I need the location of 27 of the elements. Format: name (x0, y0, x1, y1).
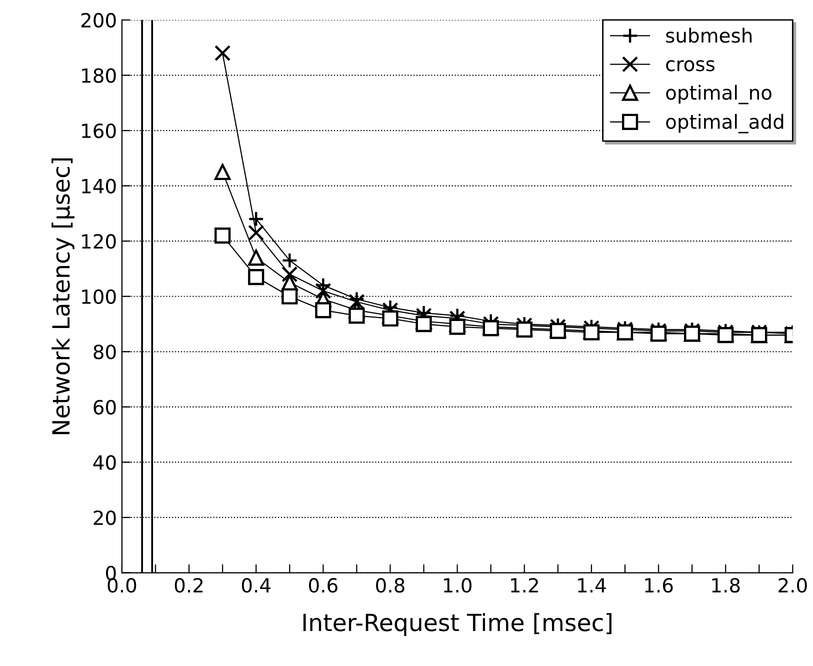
x-tick-label: 1.4 (578, 578, 606, 592)
y-tick-label: 100 (82, 289, 116, 304)
y-tick-label: 20 (94, 510, 116, 526)
x-tick-label: 1.8 (712, 578, 740, 593)
y-tick-label: 160 (82, 123, 116, 138)
x-tick-label: 0.8 (376, 578, 404, 593)
y-tick-label: 120 (82, 234, 116, 249)
y-axis-title: Network Latency [μsec] (52, 158, 74, 434)
x-tick-label: 1.2 (511, 578, 538, 592)
legend-label: optimal_add (666, 114, 784, 134)
x-tick-label: 0.6 (308, 578, 338, 593)
y-tick-label: 80 (94, 344, 116, 360)
y-tick-label: 180 (82, 68, 116, 83)
y-tick-label: 140 (82, 178, 116, 194)
x-tick-label: 1.0 (444, 578, 472, 593)
x-tick-label: 2.0 (778, 578, 807, 593)
x-tick-label: 0.2 (174, 578, 203, 593)
y-tick-label: 40 (93, 455, 116, 470)
x-axis-title: Inter-Request Time [msec] (303, 613, 612, 636)
legend-label: submesh (666, 28, 752, 43)
y-tick-label: 200 (81, 12, 116, 28)
x-tick-label: 1.6 (645, 578, 673, 593)
x-tick-label: 0.0 (108, 578, 136, 593)
legend-label: optimal_no (666, 84, 772, 104)
x-tick-label: 0.4 (242, 578, 270, 593)
y-tick-label: 60 (94, 400, 116, 415)
legend-label: cross (666, 60, 714, 72)
